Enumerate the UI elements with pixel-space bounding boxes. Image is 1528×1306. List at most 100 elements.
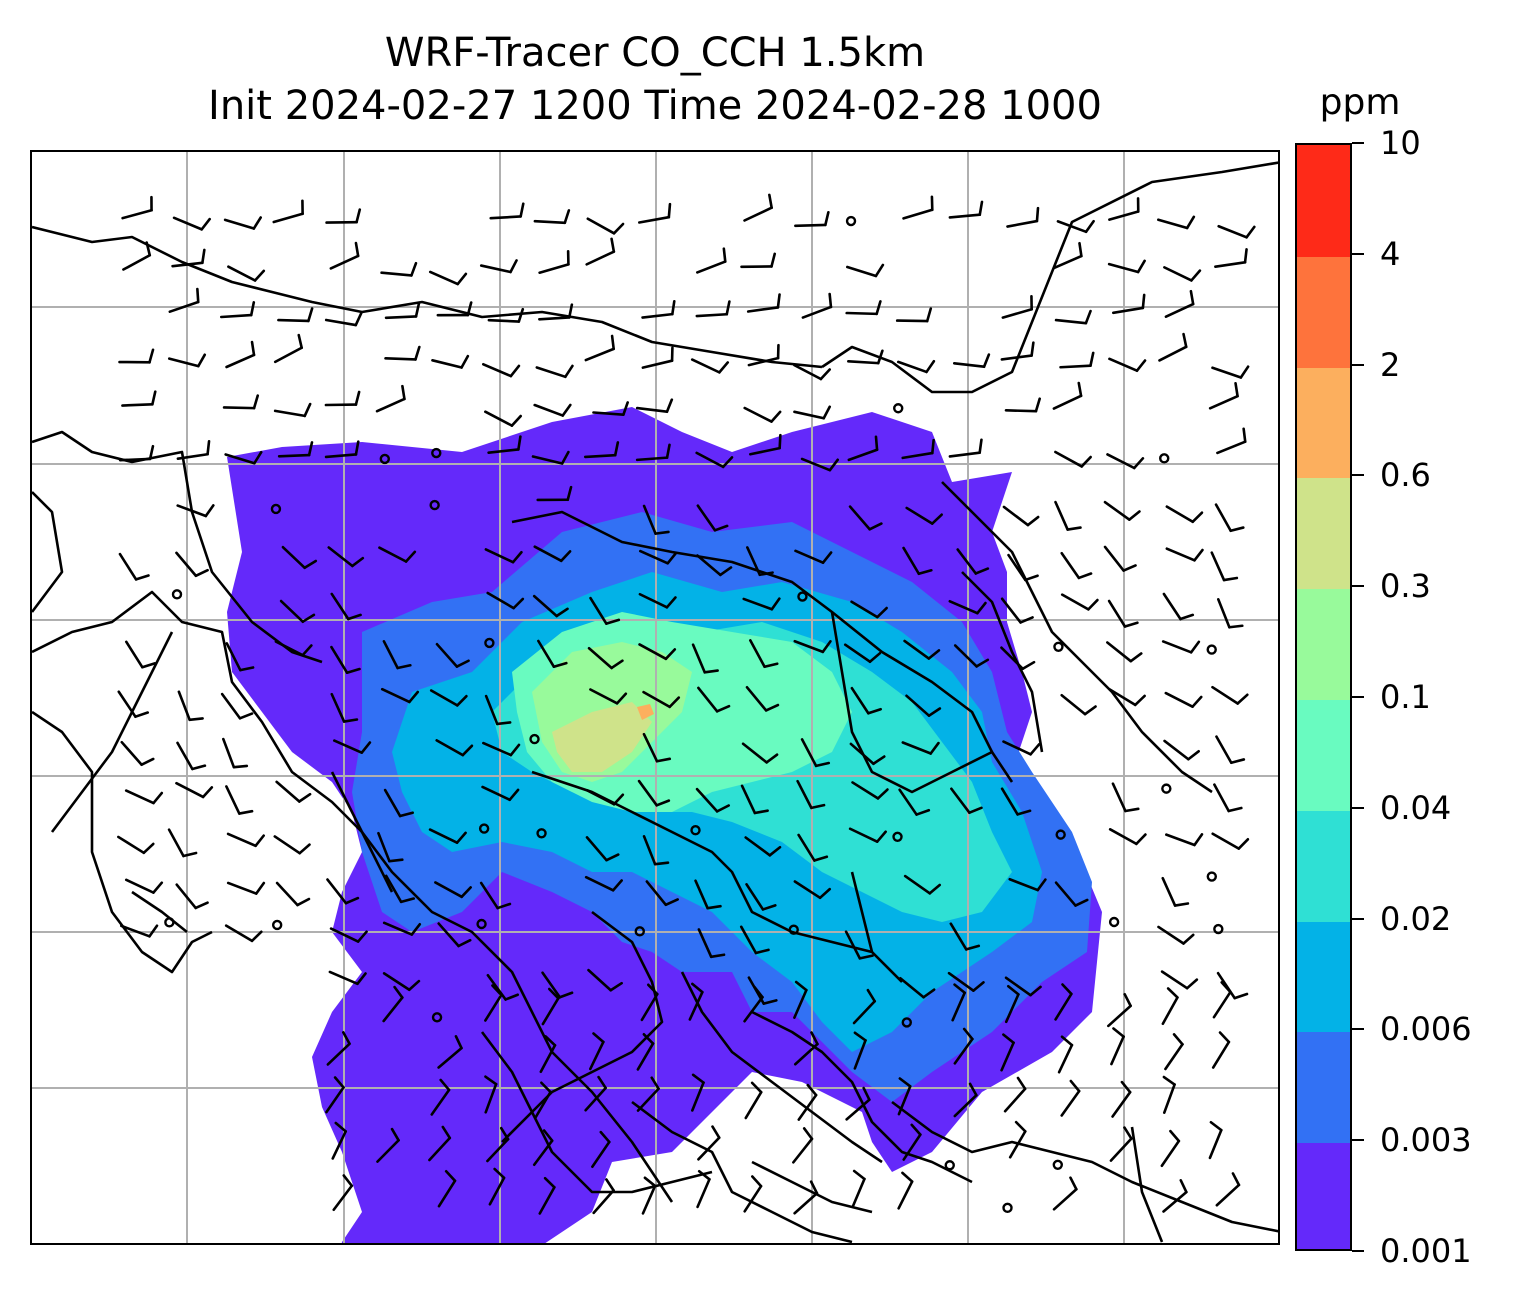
wind-barb-flag: [818, 887, 832, 900]
wind-barb-shaft: [1107, 262, 1140, 274]
wind-barb-shaft: [484, 410, 514, 427]
calm-wind-circle: [1213, 923, 1224, 935]
colorbar-tick-label: 0.6: [1380, 456, 1431, 495]
wind-barb-flag: [753, 985, 764, 999]
wind-barb-flag: [868, 652, 882, 664]
wind-barb-flag: [1083, 705, 1097, 716]
wind-barb-shaft: [376, 1138, 400, 1163]
wind-barb-flag: [408, 690, 420, 704]
wind-barb-shaft: [538, 263, 570, 274]
wind-barb-shaft: [272, 212, 304, 224]
wind-barb-shaft: [120, 740, 143, 767]
wind-barb-shaft: [382, 972, 411, 992]
wind-barb-flag: [1026, 515, 1040, 527]
wind-barb-flag: [1179, 1179, 1188, 1194]
wind-barb-flag: [665, 596, 677, 609]
wind-barb-shaft: [793, 1042, 819, 1066]
wind-barb-shaft: [484, 694, 499, 726]
wind-barb-shaft: [694, 879, 709, 910]
wind-barb-flag: [750, 1081, 763, 1094]
wind-barb-shaft: [382, 640, 399, 670]
wind-barb-shaft: [281, 545, 306, 570]
wind-barb-flag: [643, 1176, 657, 1188]
wind-barb-flag: [1229, 758, 1246, 765]
wind-barb-shaft: [486, 591, 515, 610]
wind-barb-flag: [974, 567, 990, 575]
wind-barb-shaft: [592, 1189, 615, 1215]
wind-barb-flag: [519, 202, 525, 218]
wind-barb-flag: [975, 658, 990, 668]
wind-barb-flag: [1030, 341, 1035, 357]
wind-barb-shaft: [796, 779, 813, 810]
wind-barb-flag: [1016, 1076, 1027, 1091]
wind-barb-flag: [1036, 878, 1047, 892]
colorbar-tick: [1352, 142, 1364, 144]
wind-barb-flag: [460, 354, 470, 369]
wind-barb-flag: [1234, 381, 1239, 398]
wind-barb-shaft: [532, 1139, 554, 1167]
colorbar-tick: [1352, 474, 1364, 477]
wind-barb-shaft: [695, 312, 729, 318]
wind-barb-flag: [567, 303, 574, 319]
wind-barb-flag: [461, 744, 474, 757]
wind-barb-shaft: [638, 215, 671, 224]
wind-barb-shaft: [1214, 503, 1232, 533]
wind-barb-shaft: [745, 685, 768, 712]
wind-barb-shaft: [801, 305, 833, 319]
calm-wind-circle: [431, 1012, 443, 1023]
wind-barb-flag: [239, 666, 255, 672]
calm-wind-circle: [634, 926, 645, 937]
wind-barb-flag: [563, 209, 571, 225]
wind-barb-flag: [510, 414, 523, 427]
wind-barb-shaft: [848, 505, 871, 531]
wind-barb-shaft: [487, 318, 521, 323]
wind-barb-flag: [1185, 215, 1196, 230]
wind-barb-flag: [484, 1075, 498, 1086]
wind-barb-shaft: [384, 874, 403, 904]
calm-wind-circle: [484, 637, 495, 649]
wind-barb-flag: [307, 307, 314, 323]
wind-barb-flag: [615, 692, 628, 705]
calm-wind-circle: [1206, 871, 1218, 882]
wind-barb-shaft: [437, 922, 460, 948]
wind-barb-shaft: [541, 997, 560, 1026]
wind-barb-shaft: [905, 506, 934, 525]
wind-barb-shaft: [434, 881, 463, 899]
wind-barb-flag: [543, 1176, 556, 1189]
wind-barb-shaft: [488, 1176, 506, 1206]
wind-barb-flag: [564, 364, 574, 379]
wind-barb-shaft: [176, 504, 208, 518]
wind-barb-shaft: [953, 1093, 978, 1118]
wind-barb-shaft: [484, 1082, 498, 1114]
wind-barb-shaft: [800, 738, 818, 768]
wind-barb-flag: [794, 980, 808, 992]
wind-barb-flag: [810, 803, 826, 810]
wind-barb-shaft: [325, 1086, 345, 1114]
wind-barb-flag: [512, 597, 525, 610]
wind-barb-shaft: [793, 1191, 819, 1215]
wind-barb-flag: [1231, 1172, 1241, 1187]
wind-barb-flag: [1074, 898, 1089, 907]
wind-barb-shaft: [696, 554, 722, 577]
wind-barb-flag: [1069, 1176, 1078, 1191]
wind-barb-shaft: [328, 970, 359, 986]
wind-barb-shaft: [953, 1037, 974, 1065]
wind-barb-shaft: [327, 546, 354, 568]
wind-barb-flag: [642, 1033, 655, 1045]
calm-wind-circle: [476, 918, 487, 930]
wind-barb-shaft: [1000, 787, 1019, 816]
wind-barb-flag: [1123, 1126, 1133, 1140]
wind-barb-flag: [1209, 1120, 1223, 1132]
wind-barb-shaft: [697, 928, 713, 959]
wind-barb-flag: [753, 809, 769, 815]
wind-barb-flag: [725, 300, 731, 316]
wind-barb-flag: [867, 707, 882, 715]
wind-barb-shaft: [642, 732, 659, 763]
wind-barb-shaft: [903, 874, 932, 895]
wind-barb-flag: [1173, 902, 1190, 907]
wind-barb-flag: [1006, 984, 1020, 996]
wind-barb-flag: [188, 717, 204, 722]
wind-barb-flag: [982, 353, 991, 369]
wind-barb-shaft: [901, 451, 934, 460]
title-line-2: Init 2024-02-27 1200 Time 2024-02-28 100…: [208, 83, 1102, 129]
